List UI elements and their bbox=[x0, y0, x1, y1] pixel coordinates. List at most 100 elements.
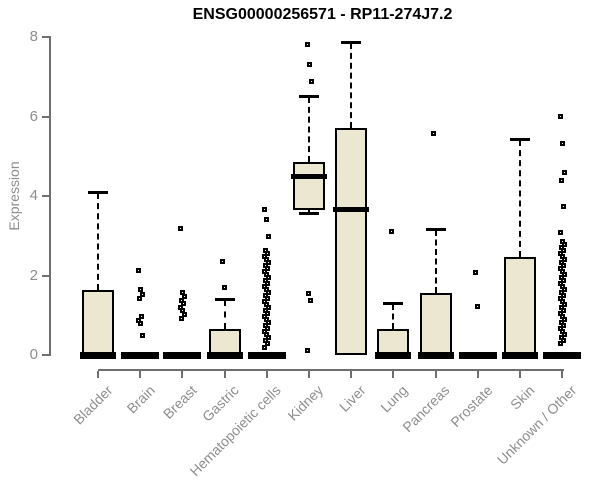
outlier-dot bbox=[266, 260, 272, 266]
x-axis-tick bbox=[97, 371, 99, 378]
outlier-dot bbox=[266, 290, 272, 296]
outlier-dot bbox=[135, 268, 141, 274]
median-line-gastric bbox=[206, 351, 243, 359]
outlier-dot bbox=[139, 333, 145, 339]
x-tick-label-breast: Breast bbox=[159, 382, 200, 422]
outlier-dot bbox=[220, 258, 226, 264]
outlier-dot bbox=[222, 285, 228, 291]
outlier-dot bbox=[266, 304, 272, 310]
upper-whisker-cap bbox=[214, 298, 235, 302]
median-line-lung bbox=[375, 351, 412, 359]
median-line-brain bbox=[121, 351, 160, 359]
upper-whisker bbox=[519, 139, 521, 258]
outlier-dot bbox=[180, 301, 186, 307]
outlier-dot bbox=[305, 290, 311, 296]
outlier-dot bbox=[560, 322, 566, 328]
upper-whisker-cap bbox=[88, 190, 108, 194]
outlier-dot bbox=[306, 62, 312, 68]
box-bladder bbox=[82, 289, 114, 355]
median-line-hematopoietic-cells bbox=[247, 351, 286, 359]
outlier-dot bbox=[181, 294, 187, 300]
outlier-dot bbox=[265, 251, 271, 257]
outlier-dot bbox=[262, 207, 268, 213]
x-axis-tick bbox=[139, 371, 142, 378]
outlier-dot bbox=[561, 242, 567, 248]
median-line-bladder bbox=[80, 351, 116, 359]
median-line-skin bbox=[502, 351, 538, 359]
y-tick-label: 0 bbox=[29, 346, 38, 363]
y-axis-tick bbox=[42, 195, 49, 197]
outlier-dot bbox=[557, 340, 563, 346]
outlier-dot bbox=[431, 130, 437, 136]
outlier-dot bbox=[178, 315, 184, 321]
x-axis-tick bbox=[519, 371, 521, 378]
outlier-dot bbox=[561, 257, 567, 263]
outlier-dot bbox=[266, 334, 272, 340]
x-tick-label-brain: Brain bbox=[123, 382, 158, 417]
outlier-dot bbox=[265, 340, 271, 346]
outlier-dot bbox=[265, 310, 271, 316]
outlier-dot bbox=[559, 141, 565, 147]
median-line-kidney bbox=[291, 173, 327, 179]
outlier-dot bbox=[265, 280, 271, 286]
x-axis-tick bbox=[265, 371, 268, 378]
outlier-dot bbox=[265, 266, 271, 272]
y-tick-label: 6 bbox=[29, 107, 38, 125]
y-axis-tick bbox=[42, 36, 49, 38]
upper-whisker-cap bbox=[425, 228, 446, 232]
x-axis-tick bbox=[434, 371, 437, 378]
x-tick-label-lung: Lung bbox=[377, 382, 411, 416]
outlier-dot bbox=[561, 302, 567, 308]
box-lung bbox=[377, 329, 410, 355]
lower-whisker bbox=[308, 209, 310, 214]
outlier-dot bbox=[560, 292, 566, 298]
outlier-dot bbox=[557, 230, 563, 236]
outlier-dot bbox=[139, 292, 145, 298]
outlier-dot bbox=[137, 321, 143, 327]
x-tick-label-skin: Skin bbox=[506, 382, 538, 413]
median-line-breast bbox=[163, 351, 202, 359]
outlier-dot bbox=[560, 248, 566, 254]
x-axis-tick bbox=[181, 371, 184, 378]
outlier-dot bbox=[262, 344, 268, 350]
upper-whisker-cap bbox=[383, 302, 404, 306]
outlier-dot bbox=[561, 286, 567, 292]
x-axis-tick bbox=[476, 371, 479, 378]
box-skin bbox=[504, 257, 536, 355]
chart-title: ENSG00000256571 - RP11-274J7.2 bbox=[192, 6, 453, 23]
x-axis-tick bbox=[561, 371, 564, 378]
upper-whisker-cap bbox=[510, 137, 530, 141]
y-tick-label: 2 bbox=[29, 266, 38, 284]
median-line-unknown-other bbox=[543, 351, 582, 359]
box-gastric bbox=[208, 329, 241, 355]
box-pancreas bbox=[419, 292, 452, 355]
outlier-dot bbox=[557, 114, 563, 120]
upper-whisker-cap bbox=[341, 40, 362, 44]
outlier-dot bbox=[560, 337, 566, 343]
outlier-dot bbox=[558, 178, 564, 184]
outlier-dot bbox=[560, 278, 566, 284]
upper-whisker-cap bbox=[299, 94, 319, 98]
lower-whisker-cap bbox=[299, 212, 319, 216]
x-axis-tick bbox=[308, 371, 310, 378]
outlier-dot bbox=[136, 296, 142, 302]
outlier-dot bbox=[304, 348, 310, 354]
outlier-dot bbox=[307, 297, 313, 303]
outlier-dot bbox=[266, 319, 272, 325]
outlier-dot bbox=[137, 286, 143, 292]
box-kidney bbox=[293, 161, 325, 210]
x-tick-label-kidney: Kidney bbox=[284, 382, 327, 424]
outlier-dot bbox=[265, 296, 271, 302]
outlier-dot bbox=[475, 304, 481, 310]
outlier-dot bbox=[308, 79, 314, 85]
y-axis-line bbox=[49, 36, 51, 356]
outlier-dot bbox=[560, 204, 566, 210]
upper-whisker bbox=[350, 42, 353, 129]
x-axis-tick bbox=[350, 371, 353, 378]
upper-whisker bbox=[434, 230, 437, 293]
outlier-dot bbox=[473, 269, 479, 275]
x-axis-tick bbox=[223, 371, 226, 378]
y-tick-label: 8 bbox=[29, 28, 38, 45]
